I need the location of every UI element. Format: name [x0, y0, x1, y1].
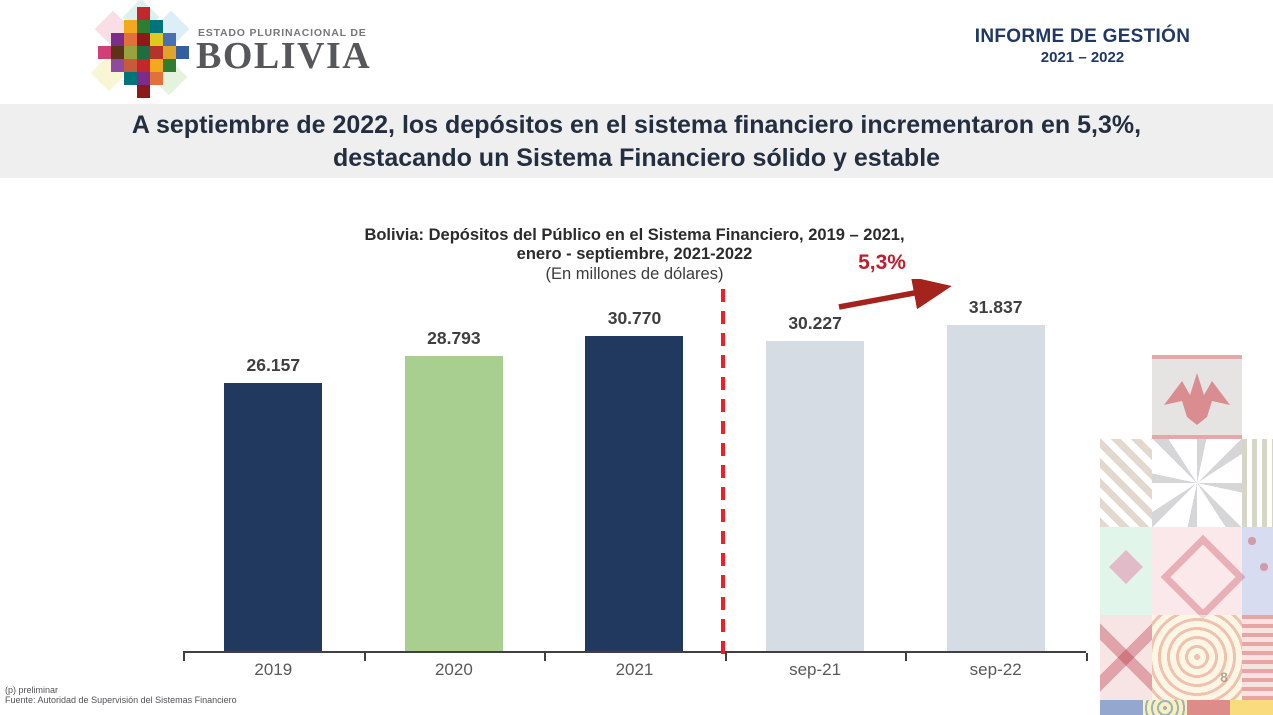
logo-mosaic-tile	[137, 72, 150, 85]
decorative-tile-meander	[1242, 615, 1273, 700]
bar-value-sep-22: 31.837	[968, 297, 1023, 317]
decorative-tile-spiral	[1152, 615, 1242, 700]
logo-mosaic-tile	[137, 46, 150, 59]
logo-mosaic-tile	[163, 59, 176, 72]
logo-mosaic-tile	[124, 72, 137, 85]
decorative-tile-diamond	[1152, 527, 1242, 615]
logo-caption-top: ESTADO PLURINACIONAL DE	[198, 27, 367, 39]
logo-mosaic-tile	[124, 46, 137, 59]
chart-title-line1: Bolivia: Depósitos del Público en el Sis…	[364, 226, 905, 244]
logo-mosaic-tile	[111, 46, 124, 59]
decorative-tile-zigzag	[1100, 439, 1152, 527]
report-title-block: INFORME DE GESTIÓN 2021 – 2022	[955, 26, 1210, 66]
logo-mosaic-tile	[137, 7, 150, 20]
decorative-tile-strip1	[1100, 700, 1143, 715]
red-dashed-divider-line	[721, 289, 725, 660]
condor-icon	[1164, 373, 1230, 425]
logo-mosaic-tile	[111, 59, 124, 72]
growth-percent-label: 5,3%	[858, 251, 906, 274]
logo-mosaic-tile	[98, 46, 111, 59]
x-axis-labels: 2019 2020 2021 sep-21 sep-22	[183, 660, 1086, 680]
decorative-tile-star	[1152, 439, 1242, 527]
bar-2020	[404, 356, 503, 651]
decorative-tile-redx	[1100, 615, 1152, 700]
bar-value-2019: 26.157	[246, 355, 301, 375]
decorative-tile-strip3	[1187, 700, 1230, 715]
headline-line2: destacando un Sistema Financiero sólido …	[332, 144, 941, 172]
bar-sep-22	[946, 325, 1045, 651]
x-label-sep-22: sep-22	[969, 660, 1022, 679]
bar-value-2021: 30.770	[607, 308, 662, 328]
bar-2021	[585, 336, 684, 651]
logo-mosaic-tile	[124, 33, 137, 46]
decorative-tile-bluedots	[1242, 527, 1273, 615]
logo-mosaic-tile	[163, 46, 176, 59]
headline-line1: A septiembre de 2022, los depósitos en e…	[131, 111, 1142, 139]
bar-slot-2020: 28.793	[364, 300, 545, 651]
decorative-tile-strip4	[1230, 700, 1273, 715]
axis-tick	[363, 653, 366, 661]
logo-mosaic-tile	[150, 46, 163, 59]
bar-slot-sep-21: 30.227	[725, 300, 906, 651]
logo-caption-bolivia: BOLIVIA	[196, 35, 372, 77]
chart-title-block: Bolivia: Depósitos del Público en el Sis…	[183, 226, 1086, 284]
logo-mosaic-tile	[137, 33, 150, 46]
chart-title-line2: enero - septiembre, 2021-2022	[516, 245, 753, 263]
bar-chart-plot-area: 26.157 28.793 30.770 30.227 31.837	[183, 297, 1086, 651]
bar-slot-sep-22: 31.837	[905, 297, 1086, 651]
logo-mosaic-tile	[150, 59, 163, 72]
bar-value-2020: 28.793	[427, 328, 481, 348]
report-period: 2021 – 2022	[1040, 49, 1125, 66]
logo-mosaic-tile	[137, 85, 150, 98]
x-label-2019: 2019	[254, 660, 293, 679]
logo-mosaic-tile	[176, 46, 189, 59]
chart-subtitle: (En millones de dólares)	[545, 265, 724, 283]
x-label-sep-21: sep-21	[789, 660, 842, 679]
x-label-2021: 2021	[615, 660, 654, 679]
logo-mosaic-tile	[124, 59, 137, 72]
footnote-source: Fuente: Autoridad de Supervisión del Sis…	[5, 695, 237, 705]
decorative-bird-tile	[1152, 355, 1242, 439]
logo-mosaic-tile	[111, 33, 124, 46]
decorative-tile-mint	[1100, 527, 1152, 615]
footnote-preliminary: (p) preliminar	[5, 685, 59, 695]
bar-slot-2019: 26.157	[183, 300, 364, 651]
logo-mosaic-tile	[150, 20, 163, 33]
logo-mosaic-tile	[124, 20, 137, 33]
decorative-pattern	[1100, 353, 1273, 715]
axis-tick	[1086, 653, 1088, 661]
decorative-tile-strip2	[1143, 700, 1187, 715]
bar-value-sep-21: 30.227	[788, 313, 842, 333]
report-title: INFORME DE GESTIÓN	[974, 26, 1191, 47]
x-axis-line	[183, 651, 1088, 661]
axis-tick	[544, 653, 547, 661]
decorative-tile-stripes	[1242, 439, 1273, 527]
slide-headline-banner: A septiembre de 2022, los depósitos en e…	[0, 104, 1273, 178]
bar-2019	[224, 383, 323, 651]
logo-mosaic-tile	[163, 33, 176, 46]
footnotes: (p) preliminar Fuente: Autoridad de Supe…	[5, 685, 237, 705]
axis-tick	[183, 653, 185, 661]
axis-tick	[724, 653, 727, 661]
bolivia-chakana-logo-icon	[90, 0, 194, 102]
bar-sep-21	[766, 341, 865, 651]
axis-tick	[905, 653, 908, 661]
logo-mosaic-tile	[150, 33, 163, 46]
logo-mosaic-tile	[137, 59, 150, 72]
logo-mosaic-tile	[150, 72, 163, 85]
bar-slot-2021: 30.770	[544, 300, 725, 651]
logo-mosaic-tile	[137, 20, 150, 33]
growth-arrow-icon	[838, 279, 952, 310]
x-label-2020: 2020	[434, 660, 473, 679]
